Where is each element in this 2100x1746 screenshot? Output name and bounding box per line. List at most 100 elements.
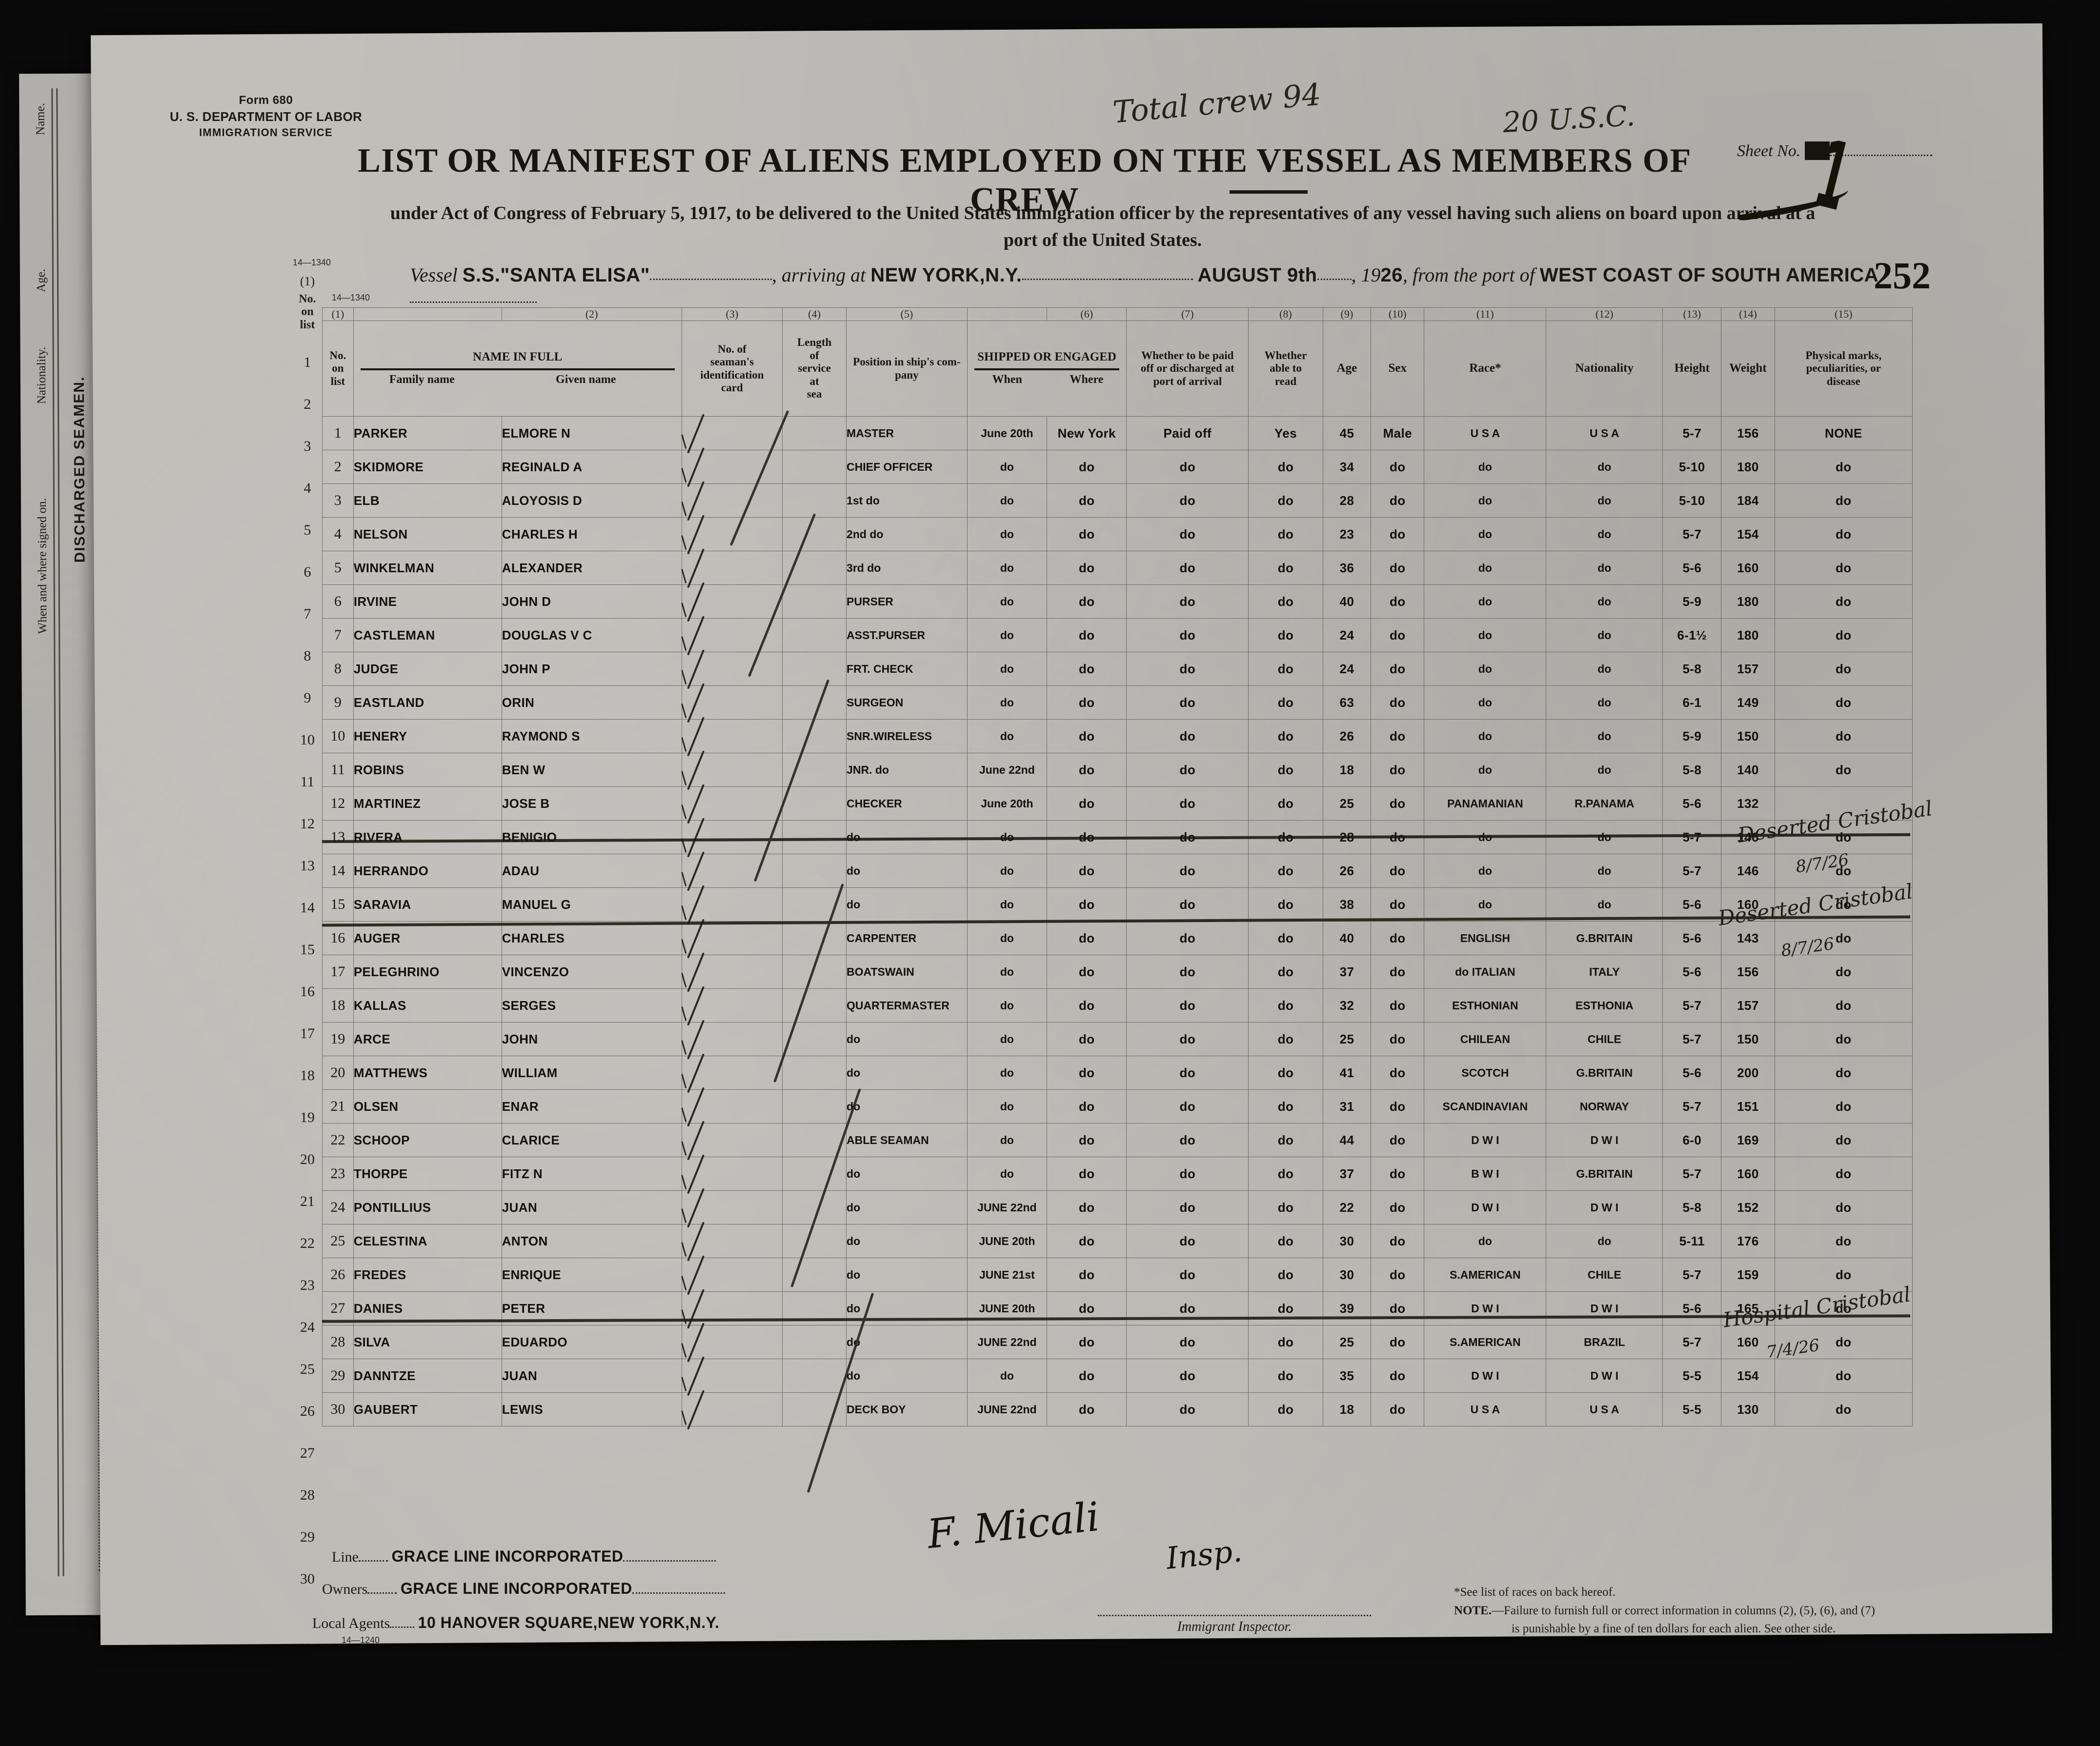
cell-given: BENIGIO: [501, 820, 682, 854]
cell-family: HERRANDO: [353, 854, 502, 888]
cell-sex: do: [1371, 719, 1425, 753]
table-row[interactable]: 22 SCHOOP CLARICE ABLE SEAMAN do do do do 44 do D …: [322, 1121, 1913, 1161]
under-row-number: 18: [300, 1067, 315, 1084]
cell-given: ANTON: [501, 1224, 682, 1258]
cell-nat: do: [1546, 618, 1663, 652]
cell-wt: 152: [1721, 1190, 1775, 1224]
cell-when: JUNE 22nd: [967, 1325, 1048, 1359]
table-row[interactable]: 6 IRVINE JOHN D PURSER do do do do 40 do do do 5-9 18…: [322, 582, 1913, 622]
under2-head-nationality: Nationality.: [35, 346, 49, 404]
table-row[interactable]: 7 CASTLEMAN DOUGLAS V C ASST.PURSER do do do do…: [322, 616, 1913, 656]
cell-given: ALOYOSIS D: [501, 483, 682, 518]
cell-wt: 176: [1721, 1224, 1775, 1258]
table-row[interactable]: 5 WINKELMAN ALEXANDER 3rd do do do do do 36 do do d…: [322, 548, 1913, 588]
cell-read: do: [1248, 551, 1323, 585]
cell-nat: D W I: [1546, 1359, 1663, 1393]
length-of-service-cell: [782, 820, 847, 854]
cell-nat: ESTHONIA: [1546, 988, 1663, 1023]
cell-sex: do: [1371, 652, 1425, 686]
length-of-service-cell: [782, 1359, 847, 1393]
table-row[interactable]: 25 CELESTINA ANTON do JUNE 20th do do do 30 do do d…: [322, 1222, 1913, 1262]
table-row[interactable]: 21OLSENENARdododododo31doSCANDINAVIANNOR…: [322, 1087, 1913, 1127]
table-row[interactable]: 10 HENERY RAYMOND S SNR.WIRELESS do do do do 26 d…: [322, 717, 1913, 757]
cell-nat: do: [1546, 719, 1663, 753]
inspector-signature-field: Immigrant Inspector.: [1098, 1615, 1371, 1635]
cell-no: 10: [322, 719, 354, 753]
cell-paid: do: [1126, 786, 1249, 821]
table-row[interactable]: 28 SILVA EDUARDO do JUNE 22nd do do do 25 do S.AME…: [322, 1323, 1913, 1363]
cell-paid: do: [1126, 1056, 1249, 1090]
seaman-id-tick-icon: [681, 1255, 783, 1295]
cell-race: S.AMERICAN: [1424, 1325, 1547, 1359]
under-row-number: 20: [300, 1151, 315, 1167]
cell-read: do: [1248, 517, 1323, 551]
header-weight: Weight: [1721, 321, 1775, 417]
cell-wt: 169: [1721, 1123, 1775, 1157]
table-row[interactable]: 11 ROBINS BEN W JNR. do June 22nd do do do 18 do d…: [322, 750, 1913, 790]
cell-sex: do: [1371, 921, 1425, 955]
cell-sex: do: [1371, 450, 1425, 484]
cell-position: JNR. do: [846, 753, 968, 787]
cell-read: do: [1248, 1359, 1323, 1393]
under-row-number: 12: [300, 816, 315, 832]
table-row[interactable]: 12 MARTINEZ JOSE B CHECKER June 20th do do do 25…: [322, 784, 1913, 824]
seaman-id-tick-icon: [681, 784, 783, 824]
header-shipped-label: SHIPPED OR ENGAGED: [977, 350, 1116, 364]
cell-read: do: [1248, 1190, 1323, 1224]
cell-no: 18: [322, 988, 354, 1023]
header-height: Height: [1662, 321, 1722, 417]
cell-when: JUNE 22nd: [967, 1190, 1048, 1224]
table-row[interactable]: 26 FREDES ENRIQUE do JUNE 21st do do do 30 do S.AM…: [322, 1255, 1913, 1295]
table-row[interactable]: 4 NELSON CHARLES H 2nd do do do do do 23 do do do 5-…: [322, 515, 1913, 555]
table-row[interactable]: 17 PELEGHRINO VINCENZO BOATSWAIN do do do do 37 d…: [322, 952, 1913, 992]
cell-position: do: [846, 1258, 968, 1292]
table-row[interactable]: 1 PARKER ELMORE N MASTER June 20th New York Pa…: [322, 414, 1913, 454]
cell-ht: 5-8: [1662, 1190, 1722, 1224]
cell-age: 39: [1322, 1291, 1372, 1325]
seaman-id-tick-icon: [681, 1323, 783, 1363]
cell-ht: 5-6: [1662, 921, 1722, 955]
table-row[interactable]: 19 ARCE JOHN do do do do do 25 do CHILEAN CHILE 5-7 1…: [322, 1020, 1913, 1060]
cell-nat: do: [1546, 1224, 1663, 1258]
header-name-in-full: NAME IN FULL Family name Given name: [353, 321, 682, 417]
cell-position: SNR.WIRELESS: [846, 719, 968, 753]
cell-sex: do: [1371, 1123, 1425, 1157]
cell-family: ELB: [353, 483, 502, 518]
cell-position: do: [846, 1022, 968, 1056]
cell-paid: do: [1126, 1157, 1249, 1191]
cell-family: SARAVIA: [353, 887, 502, 922]
table-row[interactable]: 14 HERRANDO ADAU do do do do do 26 do do do 5-7 146 do: [322, 851, 1913, 891]
under-row-number: 16: [300, 983, 315, 1000]
form-code-top: 14—1340: [332, 293, 370, 302]
cell-sex: do: [1371, 786, 1425, 821]
table-row[interactable]: 2 SKIDMORE REGINALD A CHIEF OFFICER do do do do…: [322, 447, 1913, 487]
cell-when: JUNE 21st: [967, 1258, 1048, 1292]
table-row[interactable]: 8 JUDGE JOHN P FRT. CHECK do do do do 24 do do do 5-…: [322, 649, 1913, 689]
cell-position: do: [846, 1089, 968, 1124]
discharged-seamen-title: DISCHARGED SEAMEN.: [71, 376, 88, 563]
table-row[interactable]: 16 AUGER CHARLES CARPENTER do do do do 40 do ENGLI…: [322, 919, 1913, 959]
table-row[interactable]: 24 PONTILLIUS JUAN do JUNE 22nd do do do 22 do D W…: [322, 1188, 1913, 1228]
cell-race: do ITALIAN: [1424, 955, 1547, 989]
cell-nat: ITALY: [1546, 955, 1663, 989]
under-row-number: 10: [300, 732, 315, 748]
colnum-7: (7): [1126, 307, 1249, 321]
table-row[interactable]: 9 EASTLAND ORIN SURGEON do do do do 63 do do do 6-1 1…: [322, 683, 1913, 723]
table-row[interactable]: 3 ELB ALOYOSIS D 1st do do do do do 28 do do do 5-10…: [322, 481, 1913, 521]
table-row[interactable]: 20 MATTHEWS WILLIAM do do do do do 41 do SCOTCH G.B…: [322, 1053, 1913, 1093]
cell-where: do: [1047, 1022, 1127, 1056]
cell-wt: 200: [1721, 1056, 1775, 1090]
table-row[interactable]: 30 GAUBERT LEWIS DECK BOY JUNE 22nd do do do 18 d…: [322, 1390, 1913, 1430]
cell-given: CLARICE: [501, 1123, 682, 1157]
cell-sex: do: [1371, 551, 1425, 585]
table-body: 1 PARKER ELMORE N MASTER June 20th New York Pa…: [322, 414, 1913, 1430]
table-row[interactable]: 18 KALLAS SERGES QUARTERMASTER do do do do 32 do E…: [322, 986, 1913, 1026]
cell-no: 1: [322, 416, 354, 450]
length-of-service-cell: [782, 584, 847, 619]
cell-age: 37: [1322, 955, 1372, 989]
cell-age: 44: [1322, 1123, 1372, 1157]
cell-ht: 5-7: [1662, 1258, 1722, 1292]
seaman-id-tick-icon: [681, 952, 783, 992]
